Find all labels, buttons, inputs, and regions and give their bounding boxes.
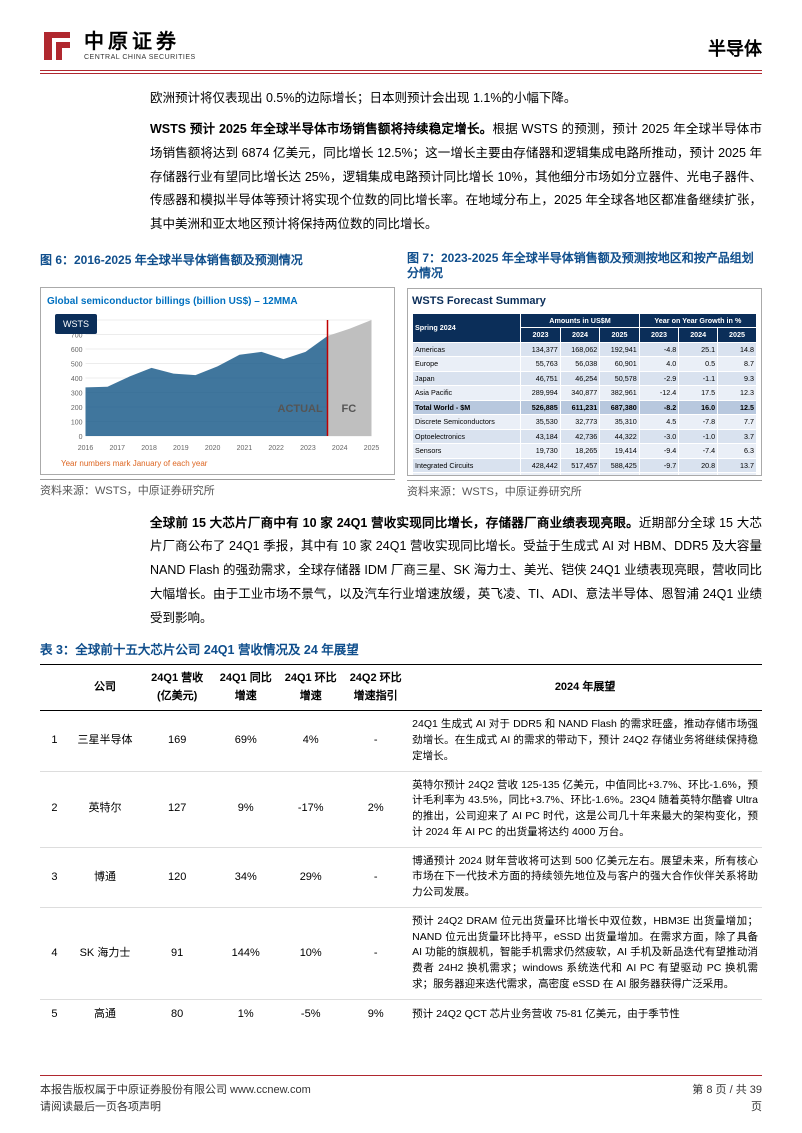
svg-text:0: 0 <box>79 434 83 441</box>
logo-text-cn: 中原证券 <box>84 32 196 52</box>
svg-text:2016: 2016 <box>78 445 94 452</box>
table3: 公司24Q1 营收 (亿美元)24Q1 同比增速24Q1 环比增速24Q2 环比… <box>40 664 762 1029</box>
svg-text:500: 500 <box>71 361 83 368</box>
svg-text:2017: 2017 <box>109 445 125 452</box>
fig7-head: WSTS Forecast Summary <box>412 293 757 311</box>
page-header: 中原证券 CENTRAL CHINA SECURITIES 半导体 <box>40 28 762 71</box>
footer-page: 第 8 页 / 共 39 <box>692 1082 762 1099</box>
logo-text-en: CENTRAL CHINA SECURITIES <box>84 54 196 61</box>
svg-text:2023: 2023 <box>300 445 316 452</box>
wsts-badge: WSTS <box>55 314 97 334</box>
logo-block: 中原证券 CENTRAL CHINA SECURITIES <box>40 28 196 64</box>
fig6-title: 图 6：2016-2025 年全球半导体销售额及预测情况 <box>40 251 395 281</box>
footer-copyright: 本报告版权属于中原证券股份有限公司 www.ccnew.com <box>40 1082 311 1099</box>
svg-text:100: 100 <box>71 419 83 426</box>
body-rest: 根据 WSTS 的预测，预计 2025 年全球半导体市场销售额将达到 6874 … <box>150 122 762 231</box>
logo-icon <box>40 28 76 64</box>
category-label: 半导体 <box>708 35 762 64</box>
fig6-chart-title: Global semiconductor billings (billion U… <box>47 294 388 310</box>
page-footer: 本报告版权属于中原证券股份有限公司 www.ccnew.com 请阅读最后一页各… <box>40 1075 762 1115</box>
svg-text:200: 200 <box>71 405 83 412</box>
mid-bold: 全球前 15 大芯片厂商中有 10 家 24Q1 营收实现同比增长，存储器厂商业… <box>150 516 639 530</box>
svg-text:2019: 2019 <box>173 445 189 452</box>
intro-paragraph: 欧洲预计将仅表现出 0.5%的边际增长；日本则预计会出现 1.1%的小幅下降。 <box>150 88 762 108</box>
mid-rest: 近期部分全球 15 大芯片厂商公布了 24Q1 季报，其中有 10 家 24Q1… <box>150 516 762 625</box>
svg-text:2024: 2024 <box>332 445 348 452</box>
svg-text:2021: 2021 <box>237 445 253 452</box>
svg-text:600: 600 <box>71 347 83 354</box>
fig6-source: 资料来源：WSTS，中原证券研究所 <box>40 479 395 501</box>
fig7-title: 图 7：2023-2025 年全球半导体销售额及预测按地区和按产品组划分情况 <box>407 251 762 282</box>
fig7-source: 资料来源：WSTS，中原证券研究所 <box>407 480 762 502</box>
body-bold: WSTS 预计 2025 年全球半导体市场销售额将持续稳定增长。 <box>150 122 492 136</box>
fig6-chart: Global semiconductor billings (billion U… <box>40 287 395 475</box>
body-paragraph: WSTS 预计 2025 年全球半导体市场销售额将持续稳定增长。根据 WSTS … <box>150 118 762 237</box>
fig7-chart: WSTS Forecast Summary Spring 2024Amounts… <box>407 288 762 476</box>
tbl3-title: 表 3：全球前十五大芯片公司 24Q1 营收情况及 24 年展望 <box>40 640 762 660</box>
wsts-table: Spring 2024Amounts in US$MYear on Year G… <box>412 313 757 476</box>
header-rule <box>40 73 762 74</box>
svg-text:2022: 2022 <box>268 445 284 452</box>
svg-text:2025: 2025 <box>364 445 380 452</box>
svg-text:ACTUAL: ACTUAL <box>278 403 323 415</box>
fig6-xlabel: Year numbers mark January of each year <box>47 458 388 471</box>
footer-page2: 页 <box>692 1099 762 1116</box>
svg-text:2020: 2020 <box>205 445 221 452</box>
footer-disclaimer: 请阅读最后一页各项声明 <box>40 1099 311 1116</box>
svg-text:400: 400 <box>71 376 83 383</box>
svg-text:FC: FC <box>342 403 357 415</box>
fig6-svg: 0100200300400500600700800201620172018201… <box>47 314 388 454</box>
mid-paragraph: 全球前 15 大芯片厂商中有 10 家 24Q1 营收实现同比增长，存储器厂商业… <box>150 512 762 631</box>
svg-text:2018: 2018 <box>141 445 157 452</box>
svg-text:300: 300 <box>71 390 83 397</box>
